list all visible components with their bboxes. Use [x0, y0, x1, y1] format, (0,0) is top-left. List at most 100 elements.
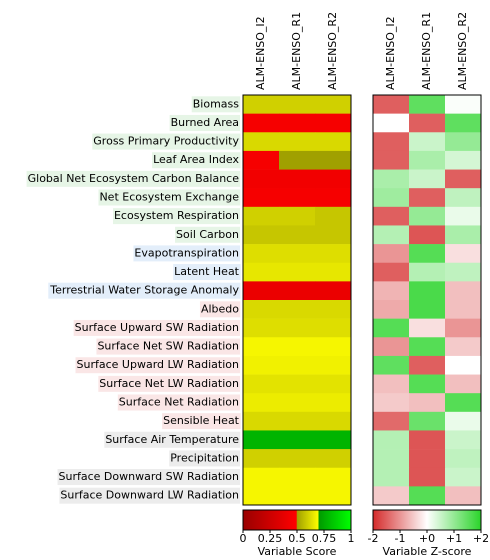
heatmap-cell	[373, 449, 410, 469]
heatmap-cell	[373, 262, 410, 282]
heatmap-cell	[315, 244, 352, 264]
row-label: Global Net Ecosystem Carbon Balance	[28, 172, 240, 185]
column-label: ALM-ENSO_R1	[420, 12, 433, 90]
row-label: Surface Upward LW Radiation	[77, 358, 239, 371]
heatmap-cell	[315, 374, 352, 394]
heatmap-cell	[315, 150, 352, 170]
heatmap-cell	[315, 393, 352, 413]
row-label-bg	[98, 189, 241, 206]
row-label: Surface Air Temperature	[105, 433, 239, 446]
heatmap-cell	[373, 337, 410, 357]
heatmap-cell	[243, 169, 280, 189]
heatmap-cell	[243, 113, 280, 133]
heatmap-cell	[409, 188, 446, 208]
heatmap-cell	[243, 374, 280, 394]
row-label-bg	[48, 282, 241, 299]
row-label-bg	[75, 357, 241, 374]
heatmap-cell	[243, 281, 280, 301]
heatmap-cell	[243, 318, 280, 338]
heatmap-cell	[373, 355, 410, 375]
heatmap-cell	[243, 206, 280, 226]
column-label: ALM-ENSO_I2	[254, 16, 267, 90]
heatmap-cell	[373, 411, 410, 431]
heatmap-cell	[315, 169, 352, 189]
heatmap-cell	[279, 150, 316, 170]
heatmap-cell	[315, 318, 352, 338]
heatmap-cell	[279, 486, 316, 506]
heatmap-cell	[373, 150, 410, 170]
row-label: Net Ecosystem Exchange	[99, 191, 239, 204]
heatmap-cell	[409, 337, 446, 357]
heatmap-cell	[315, 113, 352, 133]
heatmap-cell	[409, 262, 446, 282]
heatmap-cell	[445, 206, 482, 226]
heatmap-cell	[373, 244, 410, 264]
row-label-bg	[59, 487, 241, 504]
row-label-bg	[162, 413, 241, 430]
heatmap-cell	[445, 150, 482, 170]
heatmap-cell	[279, 281, 316, 301]
heatmap-cell	[445, 188, 482, 208]
heatmap-cell	[373, 169, 410, 189]
row-label: Latent Heat	[174, 265, 240, 278]
heatmap-frame	[242, 94, 352, 506]
heatmap-cell	[409, 206, 446, 226]
heatmap-cell	[373, 225, 410, 245]
row-label-bg	[169, 450, 241, 467]
heatmap-cell	[279, 393, 316, 413]
row-label-bg	[73, 319, 241, 336]
row-label: Soil Carbon	[176, 228, 239, 241]
heatmap-cell	[279, 188, 316, 208]
heatmap-cell	[279, 355, 316, 375]
heatmap-cell	[279, 467, 316, 487]
heatmap-cell	[445, 262, 482, 282]
heatmap-cell	[409, 169, 446, 189]
heatmap-cell	[315, 225, 352, 245]
heatmap-cell	[445, 355, 482, 375]
column-label: ALM-ENSO_I2	[384, 16, 397, 90]
heatmap-cell	[373, 281, 410, 301]
heatmap-cell	[243, 449, 280, 469]
heatmap-cell	[243, 393, 280, 413]
heatmap-cell	[279, 430, 316, 450]
row-label: Surface Net SW Radiation	[97, 340, 239, 353]
heatmap-cell	[243, 188, 280, 208]
heatmap-cell	[409, 430, 446, 450]
heatmap-cell	[409, 449, 446, 469]
heatmap-cell	[315, 486, 352, 506]
heatmap-cell	[243, 355, 280, 375]
heatmap-cell	[409, 486, 446, 506]
heatmap-cell	[373, 467, 410, 487]
row-label: Gross Primary Productivity	[93, 135, 239, 148]
heatmap-cell	[315, 188, 352, 208]
heatmap-cell	[445, 113, 482, 133]
heatmap-cell	[315, 411, 352, 431]
row-label-bg	[26, 170, 241, 187]
heatmap-cell	[243, 95, 280, 114]
heatmap-cell	[445, 225, 482, 245]
heatmap-cell	[243, 430, 280, 450]
row-label: Leaf Area Index	[153, 153, 239, 166]
heatmap-cell	[243, 262, 280, 282]
colorbar-label: Variable Z-score	[383, 545, 472, 558]
row-label: Evapotranspiration	[134, 246, 239, 259]
heatmap-cell	[279, 113, 316, 133]
row-label: Terrestrial Water Storage Anomaly	[49, 284, 239, 297]
heatmap-cell	[279, 244, 316, 264]
row-label: Precipitation	[170, 451, 239, 464]
heatmap-cell	[445, 95, 482, 114]
heatmap-cell	[409, 113, 446, 133]
row-label-bg	[191, 96, 241, 113]
heatmap-cell	[409, 355, 446, 375]
heatmap-cell	[315, 206, 352, 226]
column-label: ALM-ENSO_R2	[326, 12, 339, 90]
heatmap-cell	[445, 411, 482, 431]
heatmap-cell	[409, 281, 446, 301]
row-label: Biomass	[193, 97, 240, 110]
row-label: Surface Upward SW Radiation	[75, 321, 239, 334]
heatmap-cell	[315, 300, 352, 319]
heatmap-cell	[315, 449, 352, 469]
heatmap-cell	[409, 132, 446, 152]
colorbar-tick-label: -2	[368, 532, 379, 545]
row-label-bg	[98, 375, 241, 392]
